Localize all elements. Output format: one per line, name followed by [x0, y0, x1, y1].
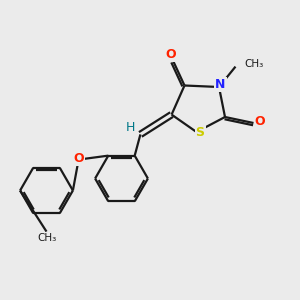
Text: H: H [126, 121, 136, 134]
Text: O: O [255, 115, 266, 128]
Text: CH₃: CH₃ [37, 233, 56, 243]
Text: O: O [73, 152, 84, 165]
Text: CH₃: CH₃ [244, 58, 263, 69]
Text: S: S [196, 126, 205, 139]
Text: O: O [166, 48, 176, 62]
Text: N: N [215, 78, 226, 91]
